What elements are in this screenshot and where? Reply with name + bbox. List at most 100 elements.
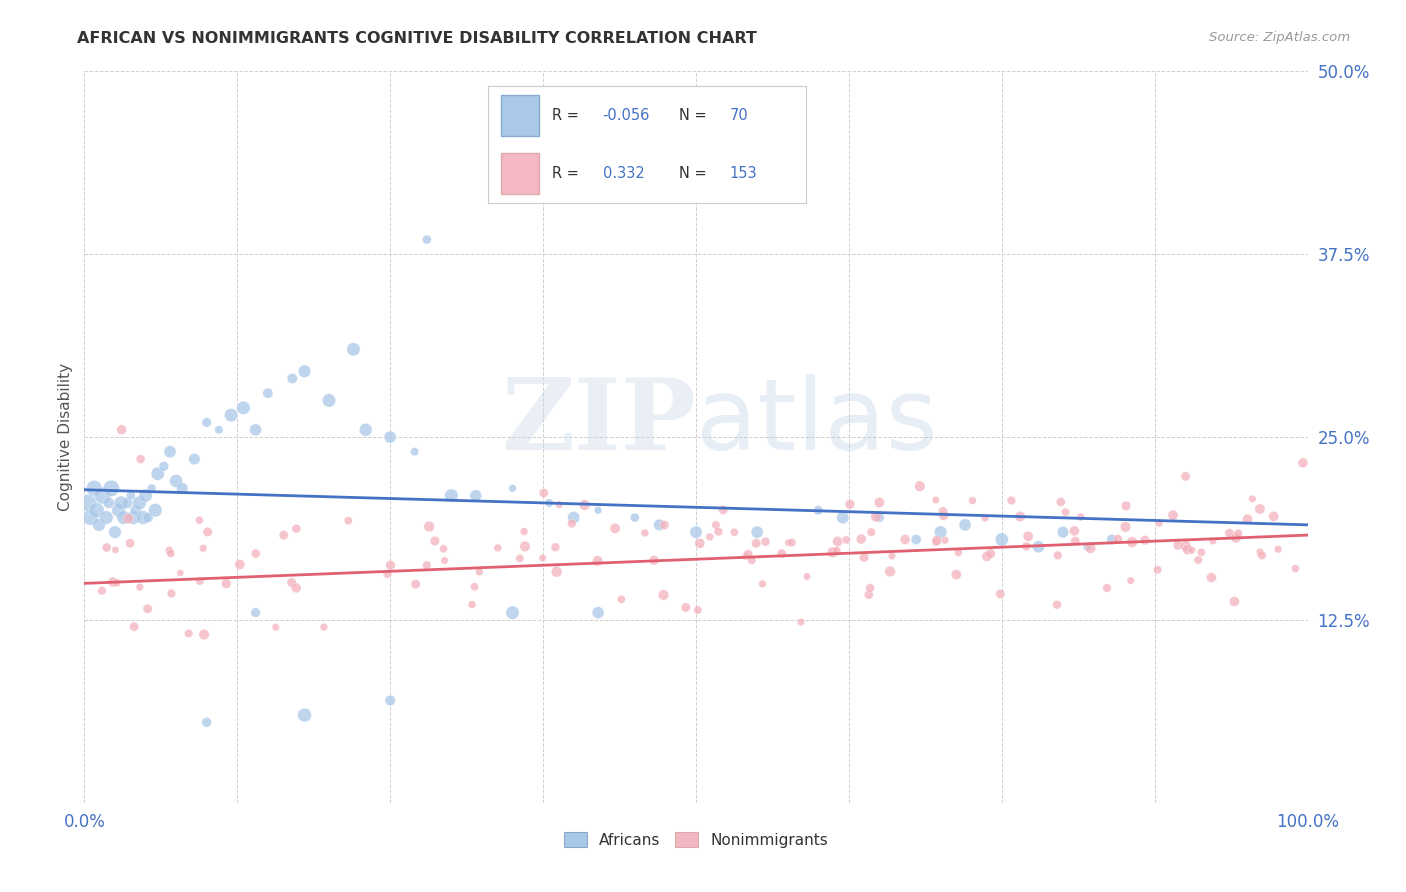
- Point: [91, 583, 114, 598]
- Point: [337, 514, 360, 528]
- Point: [135, 489, 157, 503]
- Point: [741, 553, 763, 567]
- Point: [734, 549, 756, 564]
- Point: [704, 518, 727, 533]
- Point: [827, 534, 849, 549]
- Point: [318, 393, 340, 408]
- Point: [751, 577, 773, 591]
- Point: [468, 565, 491, 579]
- Point: [699, 530, 721, 544]
- Point: [546, 565, 568, 579]
- Point: [1064, 533, 1087, 548]
- Point: [624, 510, 647, 524]
- Point: [948, 545, 970, 559]
- Point: [586, 606, 609, 620]
- Point: [188, 574, 211, 588]
- Point: [634, 526, 657, 541]
- Point: [953, 517, 976, 532]
- Point: [562, 510, 585, 524]
- Point: [380, 693, 402, 707]
- Point: [869, 510, 891, 524]
- Point: [1050, 495, 1073, 509]
- Point: [991, 533, 1014, 547]
- Point: [101, 575, 124, 590]
- Point: [117, 511, 139, 525]
- Point: [1236, 512, 1258, 526]
- Point: [1101, 533, 1123, 547]
- Point: [215, 576, 238, 591]
- Point: [838, 497, 860, 511]
- Point: [1201, 571, 1223, 585]
- Point: [83, 481, 105, 495]
- Point: [825, 543, 848, 558]
- Point: [865, 509, 887, 524]
- Point: [685, 525, 707, 540]
- Point: [136, 602, 159, 616]
- Point: [285, 581, 308, 595]
- Point: [177, 626, 200, 640]
- Point: [104, 543, 127, 558]
- Point: [1174, 469, 1197, 483]
- Point: [932, 504, 955, 518]
- Point: [159, 444, 181, 458]
- Point: [1161, 508, 1184, 522]
- Point: [821, 545, 844, 559]
- Point: [1028, 540, 1050, 554]
- Point: [77, 496, 100, 510]
- Point: [294, 364, 316, 378]
- Point: [723, 525, 745, 540]
- Point: [1227, 526, 1250, 541]
- Point: [232, 401, 254, 415]
- Point: [860, 525, 883, 540]
- Point: [1223, 594, 1246, 608]
- Point: [86, 503, 108, 517]
- Point: [380, 558, 402, 573]
- Point: [208, 423, 231, 437]
- Point: [707, 524, 730, 539]
- Point: [153, 459, 176, 474]
- Point: [122, 510, 145, 524]
- Point: [654, 518, 676, 533]
- Point: [96, 510, 118, 524]
- Point: [104, 525, 127, 540]
- Point: [100, 481, 122, 495]
- Point: [183, 452, 205, 467]
- Point: [110, 496, 132, 510]
- Point: [354, 423, 377, 437]
- Point: [533, 486, 555, 500]
- Point: [1046, 549, 1069, 563]
- Point: [531, 551, 554, 566]
- Point: [377, 567, 399, 582]
- Point: [1063, 524, 1085, 538]
- Point: [132, 510, 155, 524]
- Point: [165, 474, 187, 488]
- Point: [1095, 581, 1118, 595]
- Point: [1080, 541, 1102, 556]
- Point: [1267, 542, 1289, 557]
- Point: [1070, 510, 1092, 524]
- Point: [853, 550, 876, 565]
- Point: [219, 408, 242, 422]
- Point: [1076, 540, 1098, 554]
- Point: [1292, 456, 1315, 470]
- Point: [747, 525, 769, 540]
- Point: [125, 503, 148, 517]
- Point: [858, 588, 880, 602]
- Point: [586, 554, 609, 568]
- Point: [188, 513, 211, 527]
- Point: [754, 534, 776, 549]
- Point: [157, 543, 180, 558]
- Text: AFRICAN VS NONIMMIGRANTS COGNITIVE DISABILITY CORRELATION CHART: AFRICAN VS NONIMMIGRANTS COGNITIVE DISAB…: [77, 31, 758, 46]
- Point: [1251, 549, 1274, 563]
- Point: [974, 511, 997, 525]
- Point: [1177, 542, 1199, 557]
- Point: [1107, 532, 1129, 546]
- Point: [652, 588, 675, 602]
- Point: [129, 452, 152, 467]
- Point: [1119, 574, 1142, 588]
- Point: [643, 553, 665, 567]
- Point: [1241, 491, 1264, 506]
- Point: [831, 510, 853, 524]
- Point: [1000, 493, 1022, 508]
- Point: [159, 546, 181, 560]
